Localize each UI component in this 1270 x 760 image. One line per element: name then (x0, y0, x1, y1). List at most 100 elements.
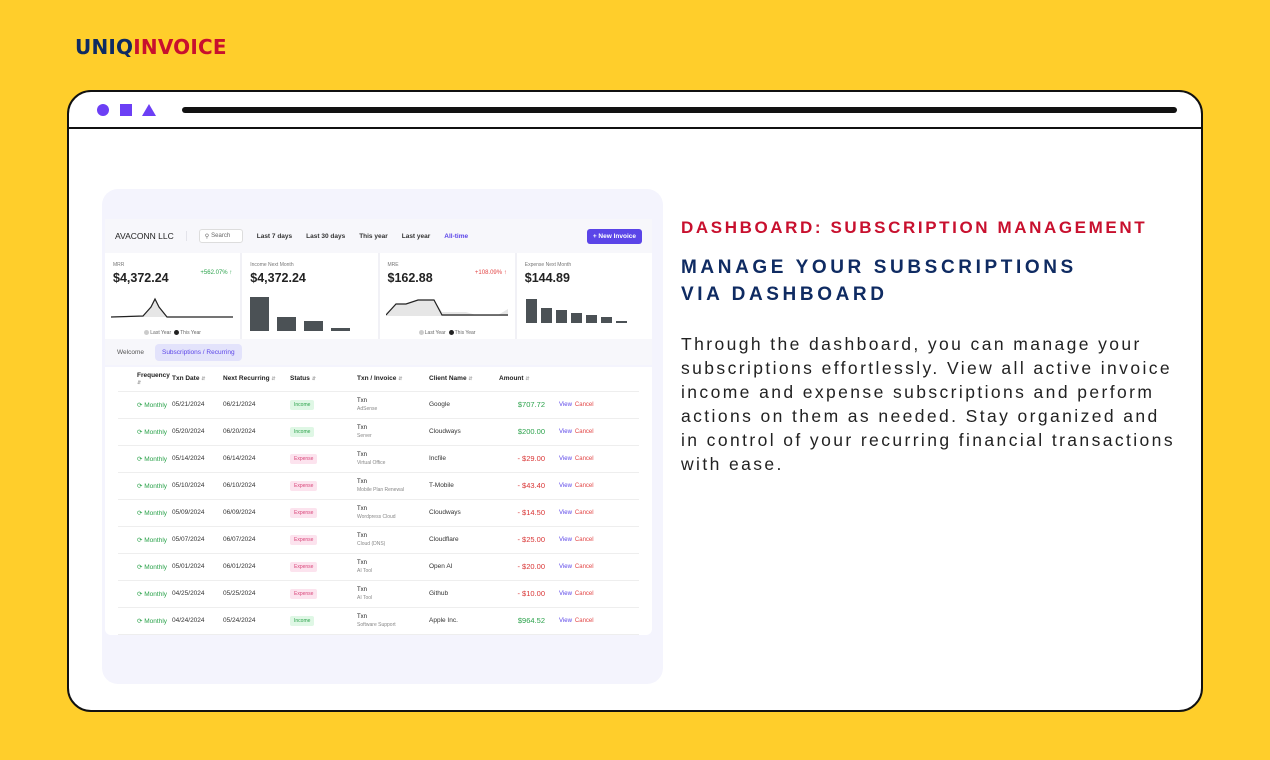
txn-date-cell: 05/10/2024 (172, 472, 223, 500)
timeframe-this-year[interactable]: This year (359, 232, 388, 240)
view-link[interactable]: View (559, 564, 572, 570)
card-label: MRR (113, 262, 125, 268)
status-cell: Income (290, 418, 357, 446)
refresh-icon: ⟳ (137, 455, 143, 463)
col-amount[interactable]: Amount ⇵ (499, 367, 559, 392)
chart-legend: Last Year This Year (105, 330, 240, 336)
card-income-next-month: Income Next Month $4,372.24 (242, 253, 378, 339)
cancel-link[interactable]: Cancel (574, 510, 594, 516)
sort-icon: ⇵ (271, 376, 276, 383)
table-row: ⟳ Monthly 05/01/2024 06/01/2024 Expense … (118, 553, 639, 581)
view-link[interactable]: View (559, 537, 572, 543)
view-link[interactable]: View (559, 510, 572, 516)
table-row: ⟳ Monthly 05/10/2024 06/10/2024 Expense … (118, 472, 639, 500)
card-label: MRE (387, 262, 399, 268)
card-mrr: MRR $4,372.24 +562.07% ↑ Last Year This Y… (105, 253, 241, 339)
frequency-cell: ⟳ Monthly (118, 526, 172, 554)
txn-cell[interactable]: Txn Mobile Plan Renewal (357, 472, 429, 500)
amount-cell: - $25.00 (499, 526, 559, 554)
search-input[interactable]: ⚲ Search (198, 229, 243, 243)
section-kicker: DASHBOARD: SUBSCRIPTION MANAGEMENT (681, 218, 1148, 237)
view-link[interactable]: View (559, 618, 572, 624)
tab-welcome[interactable]: Welcome (117, 348, 144, 356)
actions-cell: View Cancel (559, 391, 639, 419)
card-value: $4,372.24 (250, 271, 306, 285)
txn-cell[interactable]: Txn AI Tool (357, 553, 429, 581)
txn-cell[interactable]: Txn AI Tool (357, 580, 429, 608)
brand-logo-part1: UNIQ (75, 35, 134, 59)
txn-cell[interactable]: Txn AdSense (357, 391, 429, 419)
amount-cell: - $14.50 (499, 499, 559, 527)
col-txn-invoice[interactable]: Txn / Invoice ⇵ (357, 367, 429, 392)
cancel-link[interactable]: Cancel (574, 456, 594, 462)
txn-date-cell: 05/07/2024 (172, 526, 223, 554)
view-link[interactable]: View (559, 591, 572, 597)
cancel-link[interactable]: Cancel (574, 483, 594, 489)
mre-line-chart (385, 299, 508, 316)
actions-cell: View Cancel (559, 418, 639, 446)
cancel-link[interactable]: Cancel (574, 429, 594, 435)
cancel-link[interactable]: Cancel (574, 591, 594, 597)
cancel-link[interactable]: Cancel (574, 618, 594, 624)
triangle-icon (142, 104, 156, 116)
client-cell: T-Mobile (429, 472, 499, 500)
sort-icon: ⇵ (525, 376, 530, 383)
browser-toolbar (69, 92, 1201, 129)
timeframe-last-7-days[interactable]: Last 7 days (256, 232, 293, 240)
amount-cell: - $20.00 (499, 553, 559, 581)
status-badge: Expense (290, 508, 318, 518)
status-badge: Expense (290, 589, 318, 599)
table-row: ⟳ Monthly 05/20/2024 06/20/2024 Income T… (118, 418, 639, 446)
view-link[interactable]: View (559, 402, 572, 408)
refresh-icon: ⟳ (137, 590, 143, 598)
refresh-icon: ⟳ (137, 536, 143, 544)
txn-cell[interactable]: Txn Wordpress Cloud (357, 499, 429, 527)
card-value: $4,372.24 (113, 271, 169, 285)
dashboard: AVACONN LLC ⚲ Search Last 7 days Last 30… (105, 219, 652, 635)
txn-cell[interactable]: Txn Virtual Office (357, 445, 429, 473)
timeframe-last-30-days[interactable]: Last 30 days (306, 232, 346, 240)
table-row: ⟳ Monthly 04/25/2024 05/25/2024 Expense … (118, 580, 639, 608)
actions-cell: View Cancel (559, 472, 639, 500)
status-cell: Expense (290, 472, 357, 500)
col-status[interactable]: Status ⇵ (290, 367, 357, 392)
col-frequency[interactable]: Frequency ⇵ (118, 367, 172, 392)
mrr-line-chart (111, 297, 233, 318)
cancel-link[interactable]: Cancel (574, 537, 594, 543)
feature-description: DASHBOARD: SUBSCRIPTION MANAGEMENT MANAG… (681, 218, 1181, 476)
txn-cell[interactable]: Txn Software Support (357, 607, 429, 635)
view-link[interactable]: View (559, 456, 572, 462)
col-client-name[interactable]: Client Name ⇵ (429, 367, 499, 392)
expense-bar-chart (525, 299, 627, 323)
status-badge: Expense (290, 562, 318, 572)
table-row: ⟳ Monthly 05/14/2024 06/14/2024 Expense … (118, 445, 639, 473)
card-delta: +562.07% ↑ (200, 270, 233, 276)
timeframe-all-time[interactable]: All-time (444, 232, 469, 240)
actions-cell: View Cancel (559, 607, 639, 635)
card-mre: MRE $162.88 +108.09% ↑ Last Year This Yea… (379, 253, 515, 339)
cancel-link[interactable]: Cancel (574, 402, 594, 408)
txn-cell[interactable]: Txn Cloud (DNS) (357, 526, 429, 554)
tab-subscriptions-recurring[interactable]: Subscriptions / Recurring (154, 343, 242, 361)
circle-icon (97, 104, 109, 116)
view-link[interactable]: View (559, 483, 572, 489)
txn-date-cell: 05/20/2024 (172, 418, 223, 446)
next-recurring-cell: 05/24/2024 (223, 607, 290, 635)
chart-legend: Last Year This Year (380, 330, 515, 336)
table-row: ⟳ Monthly 05/21/2024 06/21/2024 Income T… (118, 391, 639, 419)
subscriptions-table: Frequency ⇵ Txn Date ⇵ Next Recurring ⇵ … (118, 367, 639, 635)
cancel-link[interactable]: Cancel (574, 564, 594, 570)
view-link[interactable]: View (559, 429, 572, 435)
address-bar (182, 107, 1177, 113)
amount-cell: - $43.40 (499, 472, 559, 500)
txn-cell[interactable]: Txn Server (357, 418, 429, 446)
col-next-recurring[interactable]: Next Recurring ⇵ (223, 367, 290, 392)
actions-cell: View Cancel (559, 499, 639, 527)
status-badge: Expense (290, 535, 318, 545)
status-cell: Expense (290, 526, 357, 554)
col-txn-date[interactable]: Txn Date ⇵ (172, 367, 223, 392)
status-badge: Expense (290, 454, 318, 464)
timeframe-last-year[interactable]: Last year (401, 232, 431, 240)
new-invoice-button[interactable]: + New Invoice (586, 228, 642, 244)
sort-icon: ⇵ (311, 376, 316, 383)
